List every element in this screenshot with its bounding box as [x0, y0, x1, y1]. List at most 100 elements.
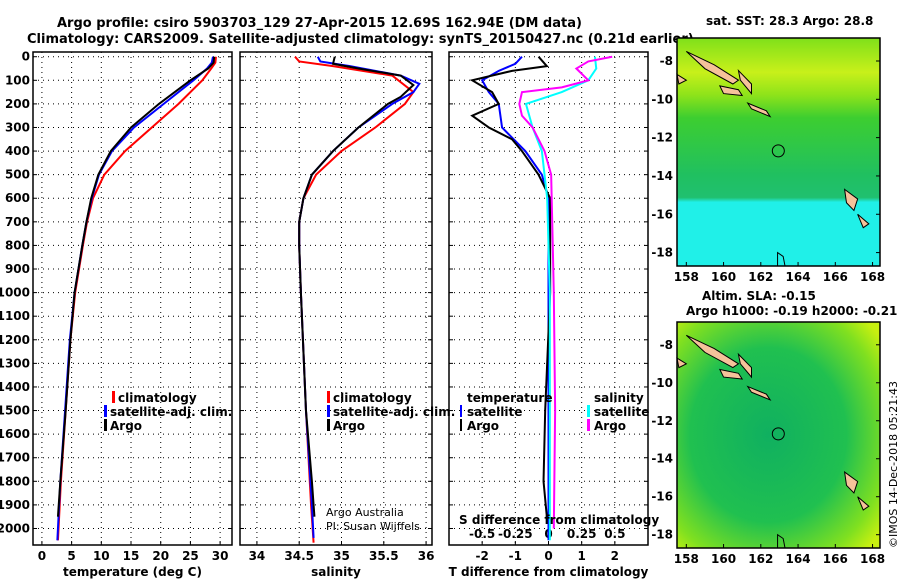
legend-label: climatology — [118, 391, 197, 405]
s-tick-label: -0.5 — [469, 527, 495, 541]
lat-tick-label: -16 — [651, 490, 673, 504]
island — [676, 73, 688, 85]
profile-location-marker — [771, 427, 785, 441]
coastline — [777, 533, 786, 549]
sla-map-subtitle: Argo h1000: -0.19 h2000: -0.21 — [686, 304, 897, 318]
y-tick-label: 1100 — [0, 309, 30, 323]
y-tick-label: 1200 — [0, 333, 30, 347]
series-line-t-satellite — [480, 56, 550, 541]
lat-tick-label: -18 — [651, 528, 673, 542]
series-line-s-argo — [518, 55, 613, 529]
legend-label: satellite-adj. clim. — [333, 405, 455, 419]
x-tick-label: 34 — [249, 549, 266, 563]
x-tick-label: 36 — [418, 549, 435, 563]
legend-label: Argo — [594, 419, 626, 433]
x-tick-label: 30 — [212, 549, 229, 563]
island — [857, 496, 870, 511]
series-line-climatology — [56, 56, 217, 541]
temperature-panel: 0100200300400500600700800900100011001200… — [0, 50, 233, 579]
map-frame — [676, 321, 881, 549]
y-tick-label: 0 — [22, 50, 30, 64]
x-tick-label: 2 — [611, 549, 619, 563]
legend-label: climatology — [333, 391, 412, 405]
salinity-panel: 34 34.5 35 35.5 36 salinity — [239, 51, 435, 579]
lon-tick-label: 162 — [748, 270, 773, 284]
y-tick-label: 1900 — [0, 498, 30, 512]
y-tick-label: 700 — [5, 215, 30, 229]
lat-tick-label: -14 — [651, 452, 673, 466]
legend-swatch-climatology — [112, 391, 115, 403]
s-axis-label: S difference from climatology — [459, 513, 659, 527]
title-line-1: Argo profile: csiro 5903703_129 27-Apr-2… — [57, 16, 582, 31]
island — [737, 352, 752, 379]
island — [857, 213, 870, 229]
x-axis-label: temperature (deg C) — [63, 565, 202, 579]
coastline — [777, 251, 786, 267]
series-line-satellite-adj-clim- — [56, 56, 214, 541]
series-line-t-argo — [469, 56, 552, 517]
y-tick-label: 500 — [5, 168, 30, 182]
legend-label: satellite-adj. clim. — [110, 405, 232, 419]
legend-swatch-argo — [327, 419, 330, 431]
lon-tick-label: 166 — [823, 270, 848, 284]
sla-field — [677, 322, 880, 548]
y-tick-label: 200 — [5, 97, 30, 111]
y-tick-label: 1000 — [0, 286, 30, 300]
x-tick-label: 35 — [333, 549, 350, 563]
x-tick-label: 35.5 — [369, 549, 399, 563]
x-tick-label: -2 — [475, 549, 488, 563]
sst-map-title: sat. SST: 28.3 Argo: 28.8 — [706, 14, 873, 28]
timestamp: ©IMOS 14-Dec-2018 05:21:43 — [887, 381, 900, 548]
legend-swatch-t-satellite — [460, 405, 462, 417]
series-line-argo — [56, 56, 216, 517]
difference-panel: -2 -1 0 1 2-0.5 -0.25 0 0.25 0.5T difference fro… — [448, 51, 649, 579]
island — [685, 50, 740, 85]
lon-tick-label: 158 — [674, 552, 699, 566]
y-tick-label: 1600 — [0, 427, 30, 441]
y-tick-label: 800 — [5, 238, 30, 252]
plot-frame — [239, 51, 433, 546]
y-tick-label: 300 — [5, 120, 30, 134]
s-tick-label: 0.5 — [604, 527, 625, 541]
x-axis-label: T difference from climatology — [449, 565, 649, 579]
x-tick-label: 20 — [152, 549, 169, 563]
series-line-argo — [298, 56, 415, 517]
sla-map: 158 160 162 164 166 168 -8 -10 -12 -14 -16 -18 — [651, 321, 885, 566]
title-line-2: Climatology: CARS2009. Satellite-adjuste… — [27, 32, 694, 47]
salinity-legend: climatology satellite-adj. clim. Argo Ar… — [326, 391, 455, 533]
s-tick-label: 0.25 — [567, 527, 597, 541]
y-tick-label: 1700 — [0, 451, 30, 465]
island — [737, 69, 752, 95]
map-frame — [676, 37, 881, 267]
island — [718, 368, 744, 380]
difference-legend: temperature satellite Argo salinity sate… — [459, 391, 659, 527]
sst-map: 158 160 162 164 166 168 -8 -10 -12 -14 -16 -18 — [651, 37, 885, 284]
x-tick-label: 10 — [93, 549, 110, 563]
legend-label: satellite — [594, 405, 649, 419]
x-tick-label: 0 — [38, 549, 46, 563]
legend-label: Argo — [467, 419, 499, 433]
lon-tick-label: 158 — [674, 270, 699, 284]
x-axis-label: salinity — [311, 565, 361, 579]
island — [843, 470, 859, 494]
legend-swatch-argo — [104, 419, 107, 431]
island — [746, 385, 772, 401]
series-line-satellite-adj-clim- — [298, 56, 421, 538]
lat-tick-label: -16 — [651, 207, 673, 221]
lat-tick-label: -10 — [651, 376, 673, 390]
lon-tick-label: 162 — [748, 552, 773, 566]
legend-title-temperature: temperature — [467, 391, 552, 405]
sla-map-title: Altim. SLA: -0.15 — [702, 289, 816, 303]
x-tick-label: 34.5 — [284, 549, 314, 563]
y-tick-label: 1800 — [0, 474, 30, 488]
y-tick-label: 900 — [5, 262, 30, 276]
lon-tick-label: 164 — [786, 270, 811, 284]
profile-location-marker — [771, 144, 785, 158]
legend-swatch-s-satellite — [587, 405, 590, 417]
lat-tick-label: -8 — [660, 338, 673, 352]
lon-tick-label: 160 — [711, 270, 736, 284]
legend-swatch-satellite — [104, 405, 107, 417]
credit-line-1: Argo Australia — [326, 506, 404, 519]
x-tick-label: 0 — [544, 549, 552, 563]
